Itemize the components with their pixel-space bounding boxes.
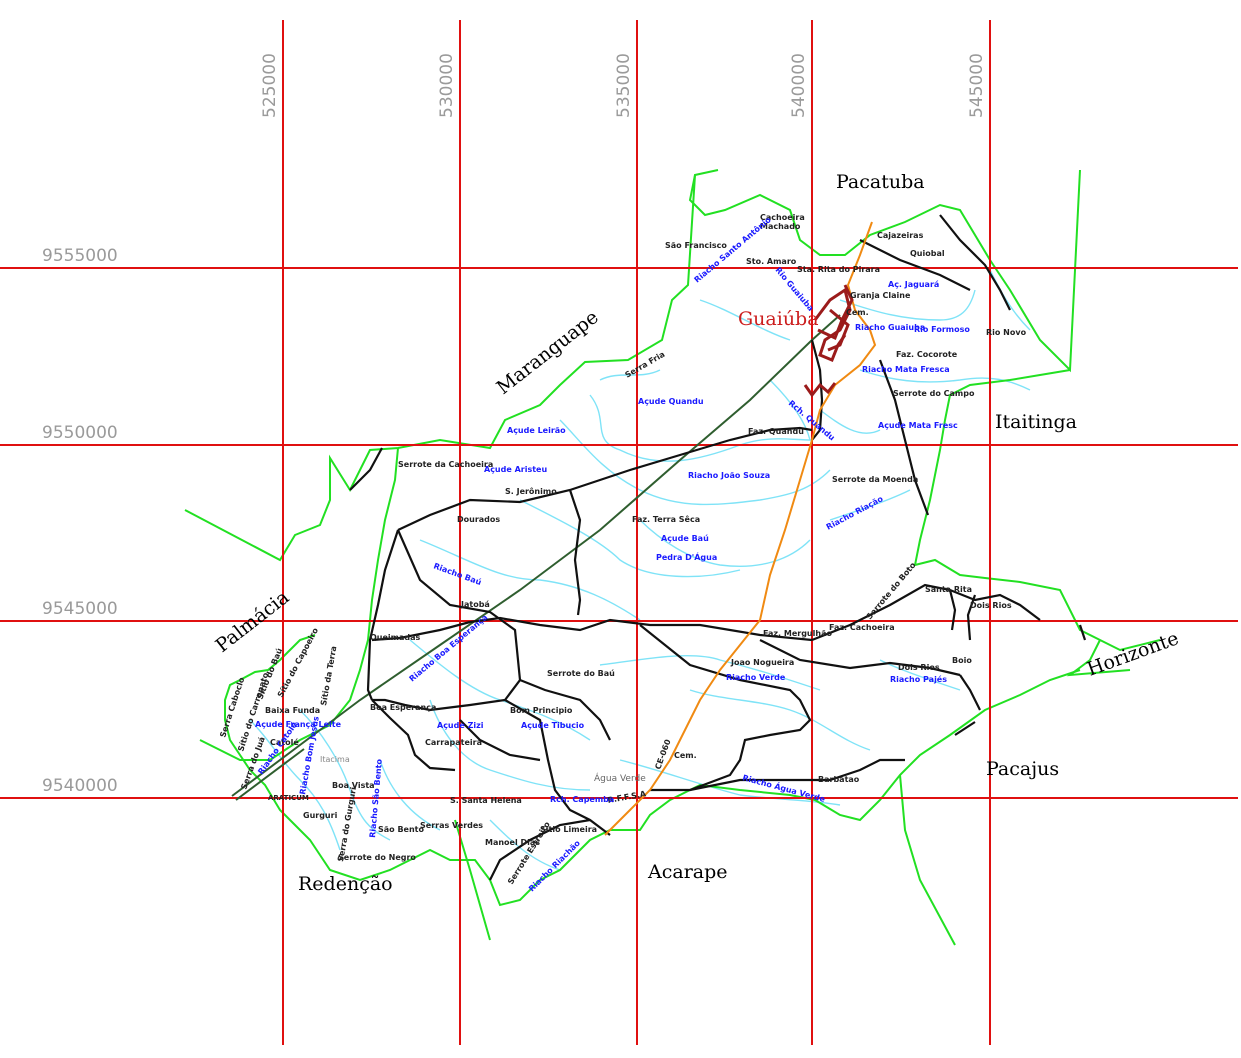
municipal-boundaries [184,169,1161,946]
place-label: Manoel Dias [485,838,540,847]
place-label: Serrote da Cachoeira [398,460,493,469]
place-label: CE-060 [653,738,672,771]
place-label: Dois Rios [898,663,940,672]
water-label: Açude Aristeu [484,465,547,474]
water-label: Açude Quandu [638,397,704,406]
place-label: Cajazeiras [877,231,924,240]
place-label: Machado [760,222,801,231]
northing-label: 9550000 [42,423,118,443]
place-label: S. Santa Helena [450,796,522,805]
place-label: São Francisco [665,241,727,250]
easting-label: 545000 [967,53,987,118]
easting-label: 535000 [614,53,634,118]
place-label: Faz. Terra Sêca [632,514,700,524]
municipality-maranguape: Maranguape [493,306,603,399]
municipality-acarape: Acarape [647,861,728,883]
place-label: Quiobal [910,249,945,258]
place-label: Santa Rita [925,585,972,594]
water-label: Rio Formoso [914,325,970,334]
water-label: Aç. Jaguará [888,280,939,289]
place-label: Boa Vista [332,781,375,790]
place-label: Itacima [320,755,350,764]
place-label: Barbatao [818,775,860,784]
place-label: Água Verde [594,772,646,784]
water-label: Riacho Mata Fresca [862,365,950,374]
water-label: Açude Mata Fresc [878,421,958,430]
place-label: Serrote da Moenda [832,475,918,484]
place-label: Joao Nogueira [730,658,794,667]
water-label: Riacho Pajés [890,674,947,684]
place-label: Serrote do Baú [547,669,615,678]
northing-labels: 9555000 9550000 9545000 9540000 [42,246,118,796]
place-label: Boio [952,656,972,665]
municipality-pacatuba: Pacatuba [836,171,925,193]
place-label: Faz. Quandu [748,427,804,436]
water-label: Riacho Verde [726,673,786,682]
coordinate-grid [0,20,1238,1045]
place-label: Serrote do Campo [893,389,975,398]
water-label: Pedra D'Água [656,551,717,562]
place-label: Cachoeira [760,213,805,222]
locality-labels: Cachoeira Machado São Francisco Sto. Ama… [218,213,1026,886]
water-label: Açude Baú [661,534,709,543]
northing-label: 9540000 [42,776,118,796]
place-label: Cem. [674,751,697,760]
easting-label: 525000 [260,53,280,118]
highway-ce-060 [604,221,877,836]
place-label: Dois Rios [970,601,1012,610]
place-label: Granja Claine [850,291,911,300]
municipality-horizonte: Horizonte [1084,627,1181,680]
place-label: Sto. Amaro [746,257,797,266]
place-label: S. Jerônimo [505,486,557,496]
place-label: Carrapateira [425,738,482,747]
place-label: Catolé [270,737,299,747]
place-label: Faz. Mergulhão [763,629,832,638]
water-label: Rch. Capemba [550,795,614,804]
place-label: Gurguri [303,811,338,820]
place-label: ARATICUM [268,794,309,802]
municipality-redencao: Redenção [298,873,393,895]
water-label: Riacho Guaiuba [855,323,925,332]
place-label: São Bento [378,825,424,834]
northing-label: 9545000 [42,599,118,619]
roads [349,214,1087,881]
place-label: Faz. Cocorote [896,350,958,359]
place-label: Sítio da Terra [319,645,338,706]
place-label: Dourados [457,515,500,524]
water-label: Açude Leirão [507,426,566,435]
place-label: Sitio Limeira [540,825,597,834]
water-label: Riacho João Souza [688,471,770,480]
water-label: Riacho Riação [825,494,885,532]
place-label: Serrote do Boto [865,560,918,621]
municipality-pacajus: Pacajus [986,758,1059,780]
water-label: Açude Zizi [437,721,484,730]
place-label: Serras Verdes [420,821,483,830]
northing-label: 9555000 [42,246,118,266]
place-label: Boa Esperança [370,703,436,712]
place-label: Sta. Rita do Pirara [797,265,880,274]
easting-label: 530000 [437,53,457,118]
town-guaiuba: Guaiúba [738,308,819,330]
urban-area-guaiuba [803,284,854,398]
water-label: Riacho Baú [432,561,483,587]
water-label: Açude Tibucio [521,721,585,730]
municipality-itaitinga: Itaitinga [995,411,1077,433]
place-label: Baixa Funda [265,706,320,715]
place-label: Serrote do Negro [338,853,416,862]
easting-label: 540000 [789,53,809,118]
place-label: Faz. Cachoeira [829,623,895,632]
railway-line [231,314,841,801]
water-label: Açude França Leite [255,720,342,729]
place-label: Jatobá [460,600,490,609]
place-label: Cem. [846,308,869,317]
place-label: Bom Principio [510,706,573,715]
place-label: Serra Fria [624,350,667,380]
easting-labels: 525000 530000 535000 540000 545000 [260,53,987,118]
place-label: Rio Novo [986,328,1027,337]
place-label: Queimadas [370,633,421,642]
